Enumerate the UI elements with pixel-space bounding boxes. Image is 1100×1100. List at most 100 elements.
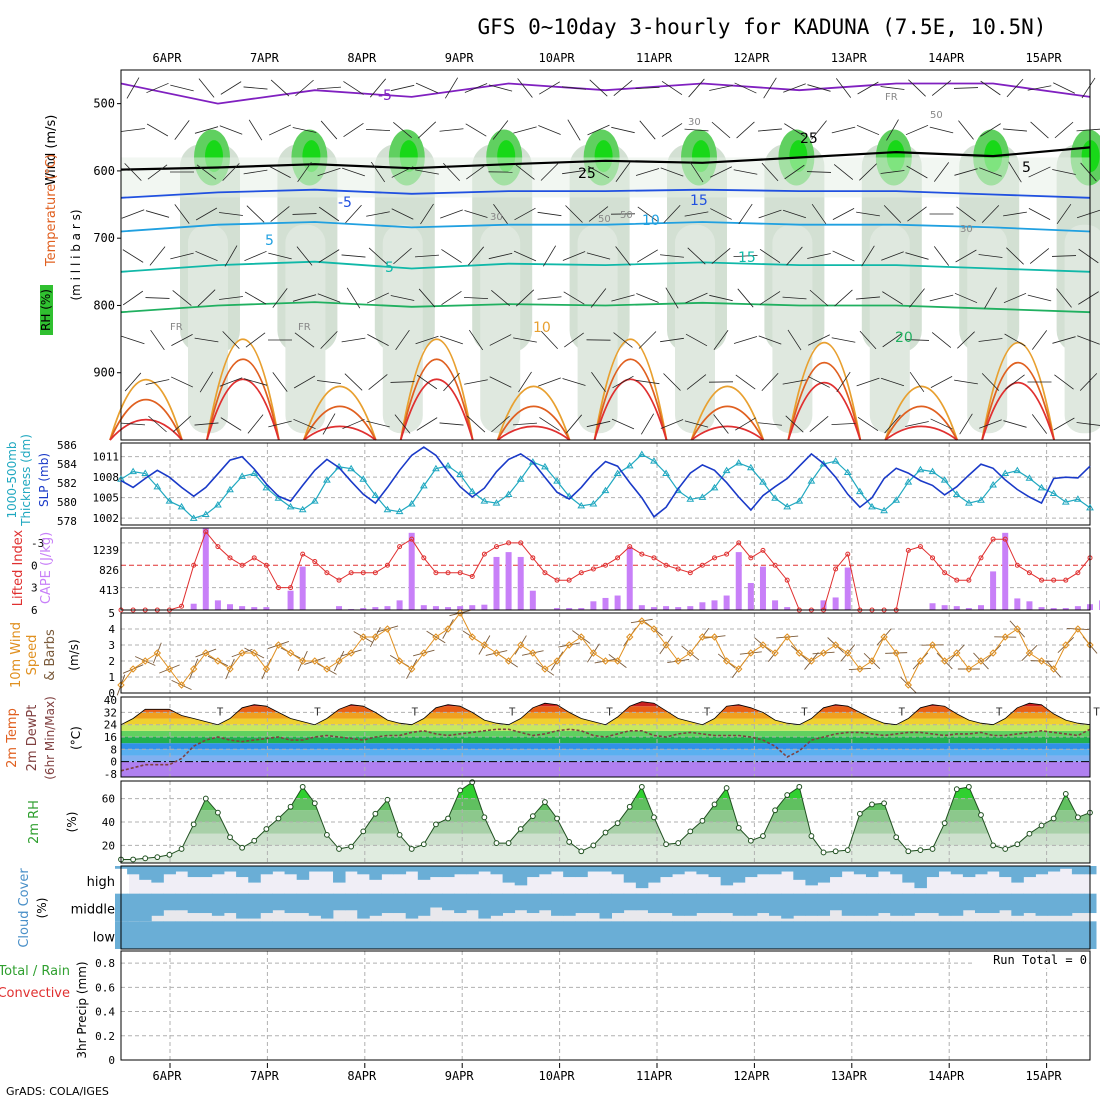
rh-point: [687, 828, 694, 835]
cloud-bar: [611, 893, 625, 914]
cloud-bar: [442, 893, 455, 911]
wind-speed-point: [517, 641, 525, 649]
wind-barb: [244, 291, 267, 305]
wind-barb: [811, 203, 827, 225]
lifted-index-point: [227, 555, 233, 561]
wind-speed-point: [819, 649, 828, 657]
wind-speed-point: [601, 657, 610, 665]
cloud-bar: [236, 893, 249, 919]
lifted-index-point: [712, 555, 718, 561]
wind-barb: [953, 87, 979, 89]
slp-tick-label: 1008: [93, 471, 120, 484]
cloud-bar: [926, 866, 940, 878]
wind-barb: [859, 330, 877, 350]
li-tick-label: 0: [31, 559, 38, 572]
lifted-index-point: [191, 562, 197, 568]
wind-barb: [1078, 291, 1099, 305]
wind-speed-point: [759, 641, 767, 649]
wind-barb: [785, 415, 804, 433]
slp-frame: [120, 442, 1091, 526]
wind-barb: [906, 165, 928, 179]
wind-barb: [441, 249, 462, 263]
wind-speed-point: [953, 649, 961, 657]
rh-point: [772, 807, 778, 814]
wind-barb: [317, 293, 341, 303]
contour-label: -5: [338, 195, 352, 211]
cloud-bar: [732, 866, 746, 883]
wind-barb: [390, 84, 415, 92]
wind-speed-point: [977, 657, 985, 665]
run-total-bg: [975, 952, 1089, 968]
cloud-bar: [417, 893, 431, 916]
cloud-bar: [926, 921, 940, 949]
cloud-bar: [1023, 921, 1036, 949]
wind-barb: [684, 211, 709, 217]
cloud-bar: [296, 866, 310, 880]
thickness-point: [771, 494, 779, 501]
minmax-marker: T: [898, 705, 905, 718]
thickness-point: [964, 499, 973, 506]
thickness-point: [746, 463, 755, 471]
wind-barb: [194, 126, 219, 134]
wind-barb: [465, 123, 487, 137]
wind-barb: [1052, 336, 1076, 344]
wind-barb: [514, 207, 536, 221]
cloud-bar: [950, 893, 964, 916]
lifted-index-point: [1063, 577, 1069, 583]
wind-barb: [518, 371, 532, 393]
cloud-frame: [120, 865, 1091, 950]
rh-band: [121, 782, 1090, 799]
wind-barb: [1027, 294, 1052, 302]
rh-blob-light: [675, 224, 715, 434]
cloud-bar: [175, 866, 189, 872]
cloud-bar: [890, 921, 903, 949]
cape-bar: [420, 605, 427, 610]
lifted-index-point: [288, 585, 294, 591]
wind-barb: [270, 206, 290, 222]
lifted-index-point: [506, 540, 512, 546]
cloud-bar: [829, 866, 843, 878]
cloud-bar: [381, 866, 394, 875]
thickness-point: [1074, 495, 1082, 502]
cape-bar: [614, 595, 621, 610]
wind-barb: [443, 162, 460, 182]
contour-label: -5: [378, 88, 392, 104]
wind-speed-point: [214, 657, 222, 665]
wind-barb: [292, 213, 317, 215]
cloud-bar: [987, 921, 1000, 949]
cloud-bar: [575, 921, 588, 949]
lifted-index-point: [748, 555, 754, 561]
thickness-point: [807, 477, 816, 484]
temp-tick-label: 40: [104, 694, 117, 707]
wind-speed-point: [1037, 657, 1046, 665]
cloud-bar: [1071, 866, 1085, 875]
lifted-index-point: [627, 544, 633, 550]
temp-band: [121, 718, 1090, 725]
wind-barb: [856, 377, 880, 387]
thickness-point: [892, 496, 901, 503]
cloud-bar: [587, 893, 600, 914]
cloud-bar: [853, 921, 867, 949]
wind-barb: [831, 337, 856, 343]
cloud-bar: [551, 921, 564, 949]
wind-barb: [661, 80, 683, 96]
thickness-tick-label: 580: [57, 496, 77, 509]
cloud-bar: [708, 921, 722, 949]
wind-barb: [493, 204, 508, 224]
contour-label: 50: [598, 214, 611, 225]
rh-point: [893, 834, 900, 841]
cloud-bar: [1011, 893, 1024, 916]
wind-barb: [710, 166, 732, 178]
wind-speed-point: [311, 657, 319, 665]
cloud-bar: [1047, 921, 1061, 949]
thickness-point: [347, 464, 356, 472]
minmax-marker: T: [606, 705, 613, 718]
thickness-point: [795, 497, 804, 504]
thickness-point: [310, 497, 319, 504]
wind-barb: [567, 119, 581, 141]
wind-barb: [415, 82, 439, 94]
cloud-bar: [914, 921, 927, 949]
wind-barb: [880, 377, 905, 387]
cloud-bar: [793, 921, 806, 949]
cloud-bar: [526, 866, 540, 878]
